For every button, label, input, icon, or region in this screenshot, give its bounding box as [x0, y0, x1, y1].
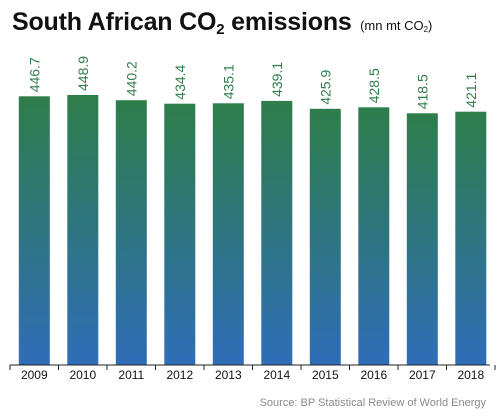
- x-tick-label-2010: 2010: [69, 368, 96, 382]
- value-label-2009: 446.7: [26, 57, 42, 92]
- title-prefix: South African CO: [12, 8, 217, 36]
- x-tick-label-2011: 2011: [118, 368, 144, 382]
- value-label-2016: 428.5: [366, 68, 382, 103]
- value-label-2012: 434.4: [172, 64, 188, 99]
- bar-2009: [18, 96, 50, 366]
- title-subscript: 2: [216, 20, 225, 38]
- x-tick-label-2009: 2009: [21, 368, 48, 382]
- title-suffix: emissions: [224, 8, 352, 36]
- bar-2013: [212, 103, 244, 366]
- x-tick-labels-group: 2009 2010 2011 2012 2013 2014 2015 2016 2017 2018: [21, 368, 485, 382]
- unit-subscript: 2: [423, 24, 428, 34]
- x-tick-label-2015: 2015: [312, 368, 339, 382]
- unit-suffix: ): [427, 18, 433, 33]
- x-tick-label-2018: 2018: [457, 368, 484, 382]
- x-tick-label-2013: 2013: [215, 368, 242, 382]
- bar-2015: [309, 108, 341, 366]
- bar-2014: [261, 100, 293, 366]
- source-note: Source: BP Statistical Review of World E…: [259, 397, 486, 409]
- value-label-2011: 440.2: [123, 61, 139, 96]
- bar-2018: [455, 111, 487, 365]
- value-label-2015: 425.9: [317, 70, 333, 105]
- chart-unit-label: (mn mt CO2): [360, 18, 432, 33]
- value-label-2010: 448.9: [75, 56, 91, 91]
- x-ticks-group: [9, 365, 496, 370]
- bar-2011: [115, 100, 147, 365]
- x-tick-label-2012: 2012: [166, 368, 193, 382]
- value-label-2018: 421.1: [463, 72, 479, 107]
- x-tick-label-2017: 2017: [409, 368, 436, 382]
- chart-title-main: South African CO2 emissions: [12, 8, 352, 38]
- bar-2016: [358, 107, 390, 366]
- value-label-2017: 418.5: [414, 74, 430, 109]
- unit-prefix: (mn mt CO: [360, 18, 424, 33]
- x-tick-label-2016: 2016: [360, 368, 387, 382]
- x-tick-label-2014: 2014: [263, 368, 290, 382]
- bars-group: [18, 95, 487, 366]
- bar-2012: [164, 103, 196, 365]
- value-label-2013: 435.1: [220, 64, 236, 99]
- value-labels-group: 446.7 448.9 440.2 434.4 435.1 439.1 425.9 428.5…: [26, 56, 479, 110]
- bar-2010: [67, 95, 99, 365]
- bar-2017: [406, 113, 438, 365]
- chart-title: South African CO2 emissions (mn mt CO2): [12, 8, 432, 37]
- value-label-2014: 439.1: [269, 62, 285, 97]
